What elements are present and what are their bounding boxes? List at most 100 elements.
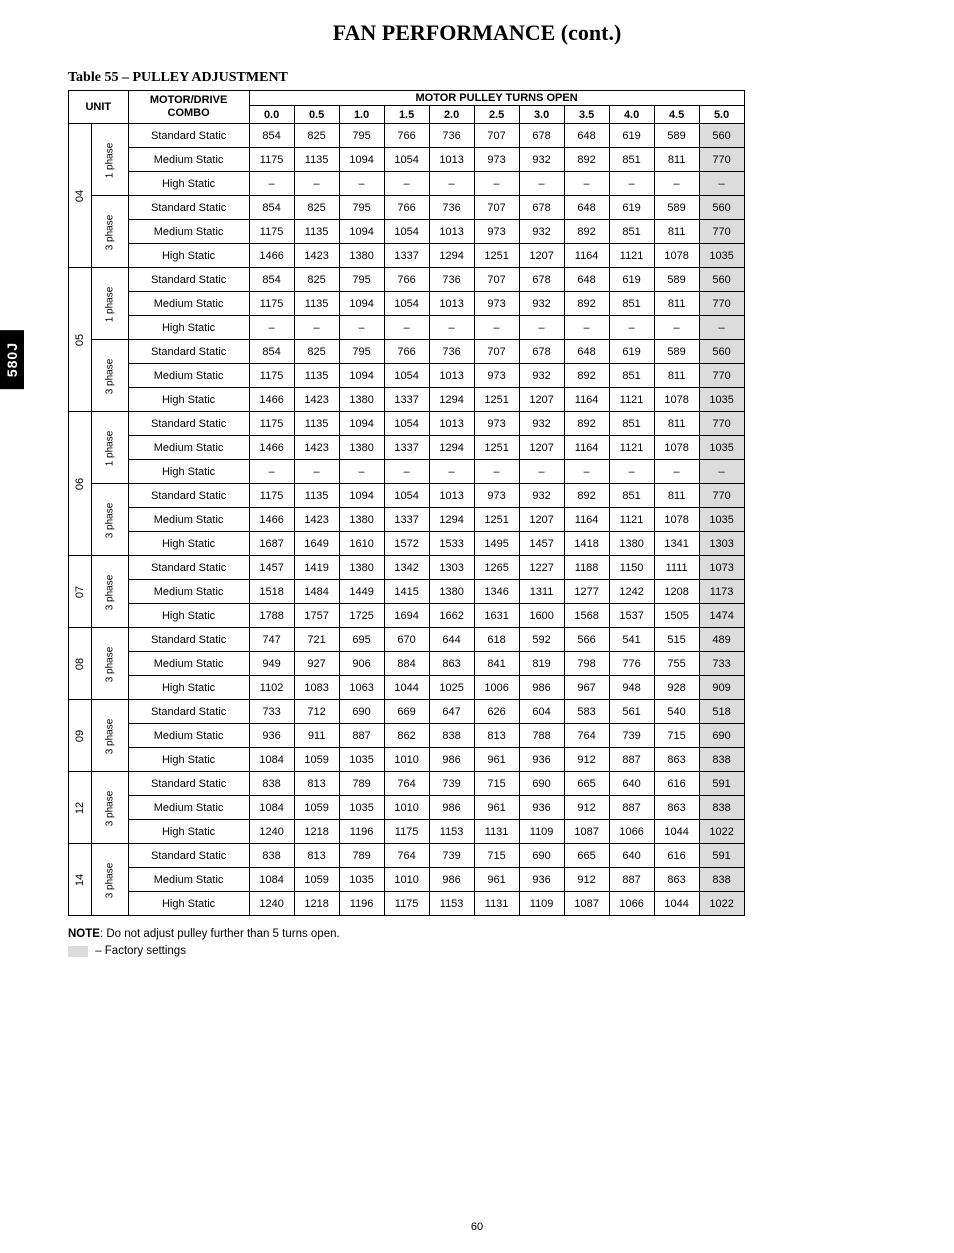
hd-col-6: 3.0 (519, 106, 564, 124)
value-cell: 811 (654, 220, 699, 244)
value-cell: 640 (609, 772, 654, 796)
table-row: 093 phaseStandard Static7337126906696476… (69, 700, 745, 724)
value-cell: 1380 (339, 244, 384, 268)
value-cell: 838 (429, 724, 474, 748)
hd-combo: MOTOR/DRIVECOMBO (128, 91, 249, 124)
value-cell: 1111 (654, 556, 699, 580)
value-cell: 1518 (249, 580, 294, 604)
value-cell: 1164 (564, 244, 609, 268)
value-cell: 690 (339, 700, 384, 724)
hd-col-2: 1.0 (339, 106, 384, 124)
value-cell: 912 (564, 868, 609, 892)
value-cell: 986 (429, 796, 474, 820)
value-cell: 1066 (609, 820, 654, 844)
value-cell: 1694 (384, 604, 429, 628)
value-cell: 1196 (339, 820, 384, 844)
combo-cell: High Static (128, 460, 249, 484)
value-cell: 690 (519, 844, 564, 868)
value-cell: 1109 (519, 820, 564, 844)
value-cell: 887 (609, 748, 654, 772)
value-cell: 766 (384, 340, 429, 364)
unit-cell: 08 (69, 628, 92, 700)
combo-cell: High Static (128, 748, 249, 772)
value-cell: 1078 (654, 508, 699, 532)
value-cell: 1600 (519, 604, 564, 628)
value-cell: 811 (654, 484, 699, 508)
value-cell: 813 (294, 772, 339, 796)
value-cell: 1466 (249, 508, 294, 532)
value-cell: 1035 (339, 748, 384, 772)
value-cell: 670 (384, 628, 429, 652)
value-cell: – (609, 172, 654, 196)
value-cell: – (384, 172, 429, 196)
phase-cell: 3 phase (92, 700, 129, 772)
value-cell: 892 (564, 220, 609, 244)
phase-cell: 1 phase (92, 412, 129, 484)
value-cell: 1131 (474, 820, 519, 844)
value-cell: 854 (249, 268, 294, 292)
value-cell: 640 (609, 844, 654, 868)
value-cell: 1073 (699, 556, 744, 580)
value-cell: 1054 (384, 148, 429, 172)
value-cell: 1341 (654, 532, 699, 556)
value-cell: 1094 (339, 484, 384, 508)
notes: NOTE: Do not adjust pulley further than … (68, 926, 914, 961)
value-cell: 648 (564, 196, 609, 220)
value-cell: 619 (609, 268, 654, 292)
combo-cell: High Static (128, 388, 249, 412)
value-cell: 604 (519, 700, 564, 724)
value-cell: 770 (699, 292, 744, 316)
value-cell: – (519, 316, 564, 340)
combo-cell: High Static (128, 244, 249, 268)
value-cell: 1109 (519, 892, 564, 916)
table-row: 083 phaseStandard Static7477216956706446… (69, 628, 745, 652)
value-cell: 1207 (519, 436, 564, 460)
value-cell: 589 (654, 196, 699, 220)
value-cell: 1135 (294, 364, 339, 388)
value-cell: 1495 (474, 532, 519, 556)
value-cell: 648 (564, 124, 609, 148)
unit-cell: 09 (69, 700, 92, 772)
value-cell: 747 (249, 628, 294, 652)
value-cell: 838 (249, 844, 294, 868)
value-cell: 1010 (384, 796, 429, 820)
value-cell: 736 (429, 124, 474, 148)
value-cell: 854 (249, 124, 294, 148)
value-cell: 1164 (564, 388, 609, 412)
value-cell: 932 (519, 484, 564, 508)
value-cell: 739 (429, 844, 474, 868)
value-cell: 1537 (609, 604, 654, 628)
value-cell: 1087 (564, 820, 609, 844)
combo-cell: Standard Static (128, 196, 249, 220)
value-cell: 851 (609, 412, 654, 436)
table-row: 3 phaseStandard Static854825795766736707… (69, 196, 745, 220)
value-cell: 541 (609, 628, 654, 652)
hd-col-4: 2.0 (429, 106, 474, 124)
value-cell: 1207 (519, 508, 564, 532)
value-cell: 616 (654, 772, 699, 796)
value-cell: 1164 (564, 436, 609, 460)
value-cell: 1251 (474, 508, 519, 532)
unit-cell: 07 (69, 556, 92, 628)
combo-cell: High Static (128, 604, 249, 628)
combo-cell: Medium Static (128, 796, 249, 820)
value-cell: 1466 (249, 388, 294, 412)
value-cell: 973 (474, 292, 519, 316)
value-cell: 1150 (609, 556, 654, 580)
value-cell: 1380 (609, 532, 654, 556)
legend-text: – Factory settings (92, 945, 186, 957)
value-cell: 1337 (384, 244, 429, 268)
combo-cell: Standard Static (128, 412, 249, 436)
value-cell: 1054 (384, 364, 429, 388)
value-cell: – (474, 172, 519, 196)
value-cell: 1022 (699, 892, 744, 916)
value-cell: – (564, 172, 609, 196)
value-cell: 1423 (294, 508, 339, 532)
hd-col-7: 3.5 (564, 106, 609, 124)
value-cell: 936 (519, 748, 564, 772)
value-cell: 1207 (519, 244, 564, 268)
combo-cell: Standard Static (128, 484, 249, 508)
value-cell: 678 (519, 340, 564, 364)
value-cell: – (699, 172, 744, 196)
value-cell: 1059 (294, 748, 339, 772)
